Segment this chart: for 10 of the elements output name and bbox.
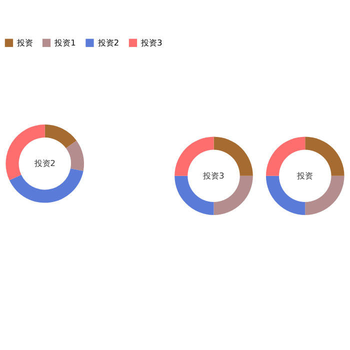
donut-slice	[66, 140, 84, 171]
text: 投资3	[202, 170, 224, 180]
legend-label: 投资	[16, 37, 34, 48]
legend-label: 投资1	[54, 37, 76, 48]
legend-label: 投资3	[140, 37, 162, 48]
text: 投资2	[33, 158, 56, 168]
text: 投资	[296, 170, 314, 180]
legend-label: 投资2	[96, 37, 120, 48]
donut-slice	[9, 168, 84, 203]
donut-slice	[44, 124, 77, 148]
